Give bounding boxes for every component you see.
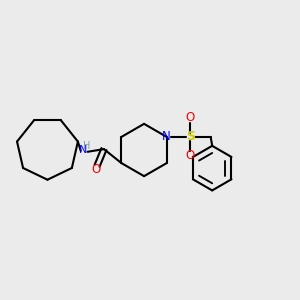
Text: O: O (91, 164, 101, 176)
Text: S: S (186, 130, 195, 143)
Text: O: O (186, 149, 195, 162)
Text: N: N (162, 130, 171, 143)
Text: N: N (79, 145, 87, 155)
Text: H: H (83, 141, 90, 151)
Text: O: O (186, 111, 195, 124)
